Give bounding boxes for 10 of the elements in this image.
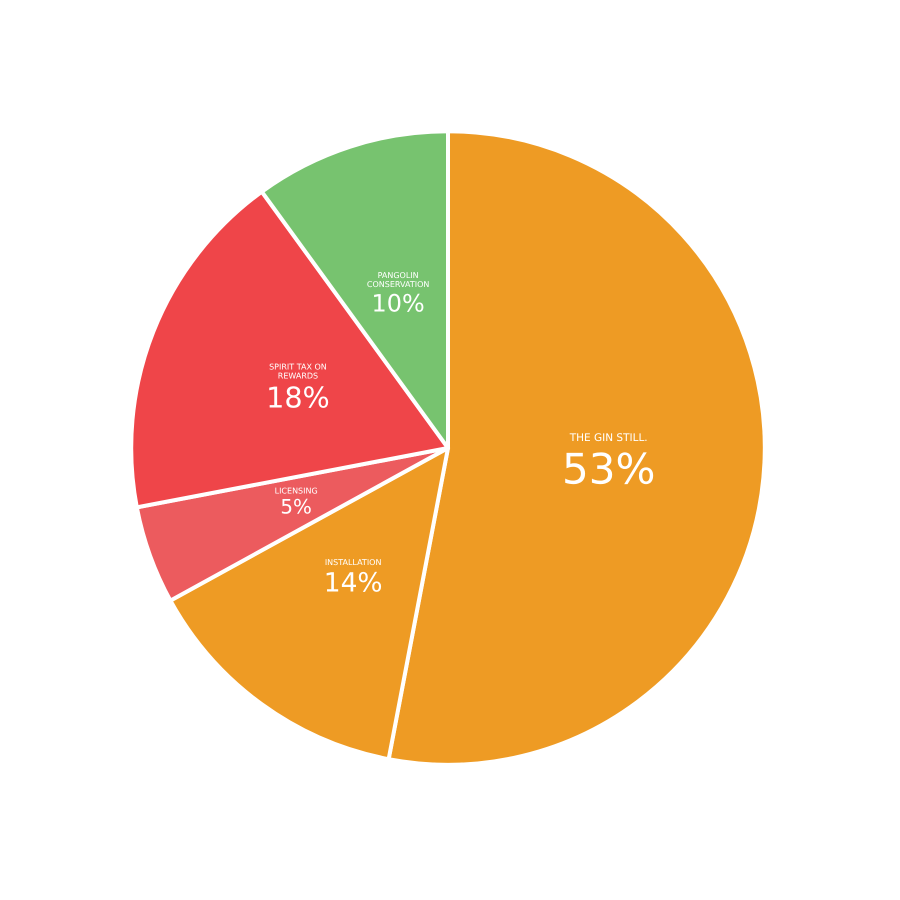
data-label: 53% bbox=[562, 444, 656, 494]
slice-label: SPIRIT TAX ON REWARDS bbox=[269, 362, 327, 380]
slice-label: LICENSING bbox=[274, 486, 318, 496]
data-label: 14% bbox=[324, 568, 383, 599]
slice-label: INSTALLATION bbox=[324, 558, 382, 568]
data-label: 18% bbox=[266, 380, 330, 415]
slice-label: PANGOLIN CONSERVATION bbox=[366, 271, 430, 290]
data-label: 10% bbox=[372, 290, 425, 318]
slice-label: THE GIN STILL. bbox=[568, 432, 648, 444]
data-label: 5% bbox=[280, 496, 312, 519]
